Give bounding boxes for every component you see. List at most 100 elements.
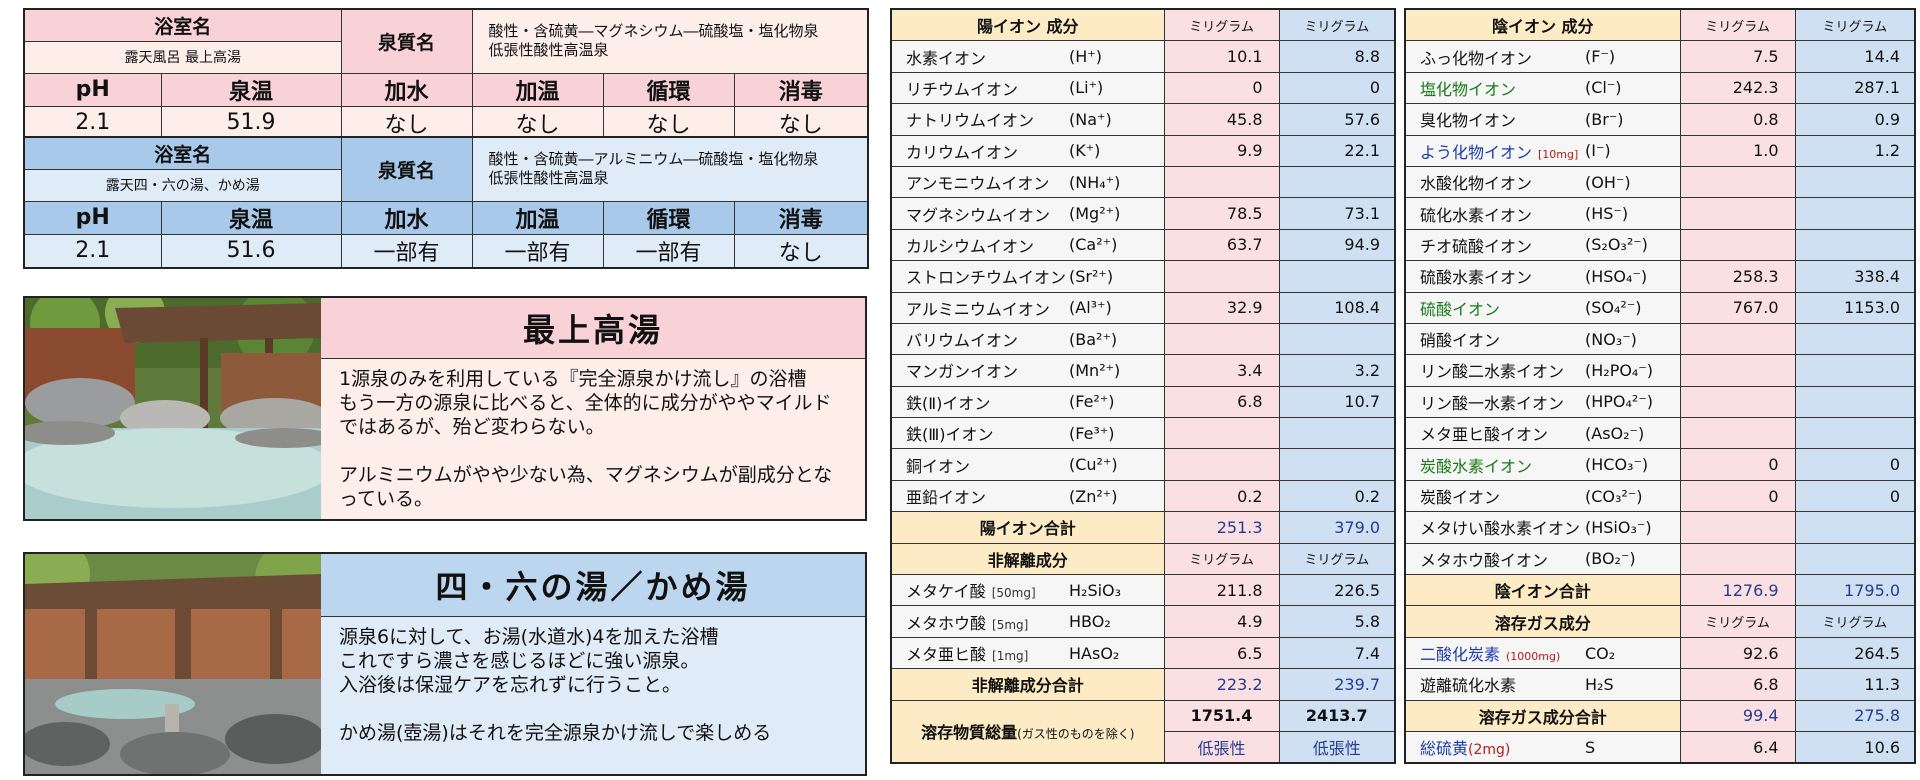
component-name: 亜鉛イオン xyxy=(890,479,1065,513)
value-bath2: 0 xyxy=(1794,479,1916,513)
component-name-text: チオ硫酸イオン xyxy=(1420,236,1533,256)
value-bath1: 767.0 xyxy=(1679,291,1796,324)
value-bath2 xyxy=(1278,417,1396,450)
component-name-text: 炭酸イオン xyxy=(1420,488,1501,508)
value-bath2: 3.2 xyxy=(1278,354,1396,387)
cation-section-header: 陽イオン 成分 ミリグラム ミリグラム xyxy=(890,8,1396,42)
header-ph: pH xyxy=(23,72,162,107)
total-bath1: 99.4 xyxy=(1679,699,1796,732)
value-bath1: 3.4 xyxy=(1163,354,1280,387)
component-formula: (I⁻) xyxy=(1581,134,1681,167)
component-formula: (Br⁻) xyxy=(1581,103,1681,136)
bath2-info-table: 浴室名 泉質名 酸性・含硫黄―アルミニウム―硫酸塩・塩化物泉 低張性酸性高温泉 … xyxy=(23,136,870,269)
cation-row: バリウムイオン (Ba²⁺) xyxy=(890,322,1396,356)
header-circulation: 循環 xyxy=(602,200,735,235)
cation-row: ストロンチウムイオン (Sr²⁺) xyxy=(890,260,1396,293)
total-bath1: 251.3 xyxy=(1163,511,1280,544)
value-bath1: 78.5 xyxy=(1163,197,1280,230)
value-bath2: 8.8 xyxy=(1278,40,1396,73)
anion-row: リン酸二水素イオン (H₂PO₄⁻) xyxy=(1404,354,1916,387)
value-bath1: 10.1 xyxy=(1163,40,1280,73)
anion-row: 硫酸イオン (SO₄²⁻) 767.0 1153.0 xyxy=(1404,291,1916,324)
anion-section-title: 陰イオン 成分 xyxy=(1404,8,1681,42)
total-sulfur-name: 総硫黄(2mg) xyxy=(1404,730,1581,764)
bath2-title: 四・六の湯／かめ湯 xyxy=(321,554,865,617)
total-sulfur-row: 総硫黄(2mg) S 6.4 10.6 xyxy=(1404,730,1916,764)
tonicity-row: 低張性 低張性 xyxy=(891,730,1396,764)
value-bath1: 45.8 xyxy=(1163,103,1280,136)
unit-label: ミリグラム xyxy=(1794,8,1916,42)
component-formula: (H⁺) xyxy=(1065,40,1165,73)
anion-row: メタ亜ヒ酸イオン (AsO₂⁻) xyxy=(1404,417,1916,450)
component-name: マンガンイオン xyxy=(890,354,1065,387)
cation-row: 亜鉛イオン (Zn²⁺) 0.2 0.2 xyxy=(890,479,1396,513)
component-name: リン酸一水素イオン xyxy=(1404,385,1581,419)
total-bath2: 1795.0 xyxy=(1794,574,1916,607)
value-bath1 xyxy=(1679,165,1796,199)
component-name-text: 水素イオン xyxy=(906,48,987,68)
value-bath1 xyxy=(1679,385,1796,419)
component-name: 硫酸水素イオン xyxy=(1404,260,1581,293)
component-name: 炭酸イオン xyxy=(1404,479,1581,513)
anion-row: 塩化物イオン (Cl⁻) 242.3 287.1 xyxy=(1404,71,1916,105)
component-name-text: メタホウ酸 xyxy=(906,613,987,633)
value-bath1: 0 xyxy=(1163,71,1280,105)
spring-name: 酸性・含硫黄―アルミニウム―硫酸塩・塩化物泉 低張性酸性高温泉 xyxy=(471,136,869,202)
anion-row: 硫酸水素イオン (HSO₄⁻) 258.3 338.4 xyxy=(1404,260,1916,293)
unit-label: ミリグラム xyxy=(1278,542,1396,576)
component-name: チオ硫酸イオン xyxy=(1404,228,1581,262)
value-circulation: 一部有 xyxy=(602,233,735,268)
value-bath2: 11.3 xyxy=(1794,668,1916,701)
component-name-text: 鉄(Ⅲ)イオン xyxy=(906,425,994,445)
component-name: ふっ化物イオン xyxy=(1404,40,1581,73)
value-bath2: 94.9 xyxy=(1278,228,1396,262)
header-disinfection: 消毒 xyxy=(733,72,869,107)
value-bath1: 63.7 xyxy=(1163,228,1280,262)
component-name-text: 塩化物イオン xyxy=(1420,79,1517,99)
bath1-info-table: 浴室名 泉質名 酸性・含硫黄―マグネシウム―硫酸塩・塩化物泉 低張性酸性高温泉 … xyxy=(23,8,870,141)
value-bath2: 108.4 xyxy=(1278,291,1396,324)
cation-section-title: 陽イオン 成分 xyxy=(890,8,1165,42)
cation-total-label: 陽イオン合計 xyxy=(890,511,1165,544)
value-bath1: 6.4 xyxy=(1679,730,1796,764)
component-name: カリウムイオン xyxy=(890,134,1065,167)
value-bath2 xyxy=(1794,197,1916,230)
value-bath2 xyxy=(1794,542,1916,576)
value-bath2: 10.6 xyxy=(1794,730,1916,764)
component-formula: (Mg²⁺) xyxy=(1065,197,1165,230)
total-sulfur-note: (2mg) xyxy=(1468,742,1511,759)
value-bath1: 211.8 xyxy=(1163,574,1280,607)
component-formula: (OH⁻) xyxy=(1581,165,1681,199)
component-name: 水素イオン xyxy=(890,40,1065,73)
anion-row: 硝酸イオン (NO₃⁻) xyxy=(1404,322,1916,356)
component-name-text: 鉄(Ⅱ)イオン xyxy=(906,393,991,413)
component-name-text: カリウムイオン xyxy=(906,142,1019,162)
dissolved-label: 溶存物質総量(ガス性のものを除く) xyxy=(890,699,1165,764)
component-note: [5mg] xyxy=(992,617,1029,632)
anion-row: チオ硫酸イオン (S₂O₃²⁻) xyxy=(1404,228,1916,262)
anion-row: メタけい酸水素イオン (HSiO₃⁻) xyxy=(1404,511,1916,544)
value-bath1: 1.0 xyxy=(1679,134,1796,167)
cation-row: アンモニウムイオン (NH₄⁺) xyxy=(890,165,1396,199)
cation-row: マグネシウムイオン (Mg²⁺) 78.5 73.1 xyxy=(890,197,1396,230)
value-bath1: 0.2 xyxy=(1163,479,1280,513)
component-name-text: 硫酸イオン xyxy=(1420,299,1501,319)
unit-label: ミリグラム xyxy=(1679,8,1796,42)
cation-table: 陽イオン 成分 ミリグラム ミリグラム 水素イオン (H⁺) 10.1 8.8 リチウムイオン… xyxy=(890,8,1397,765)
room-name: 露天風呂 最上高湯 xyxy=(23,40,342,74)
header-temp: 泉温 xyxy=(160,200,342,235)
value-bath1 xyxy=(1679,354,1796,387)
component-name-text: 臭化物イオン xyxy=(1420,111,1517,131)
component-name-text: リン酸一水素イオン xyxy=(1420,393,1565,413)
component-note: [10mg] xyxy=(1538,147,1579,161)
total-bath2: 275.8 xyxy=(1794,699,1916,732)
component-name-text: リチウムイオン xyxy=(906,79,1019,99)
unit-label: ミリグラム xyxy=(1278,8,1396,42)
value-bath1: 32.9 xyxy=(1163,291,1280,324)
component-name: カルシウムイオン xyxy=(890,228,1065,262)
room-label: 浴室名 xyxy=(23,8,342,42)
component-name-text: アルミニウムイオン xyxy=(906,299,1050,319)
cation-row: 鉄(Ⅲ)イオン (Fe³⁺) xyxy=(890,417,1396,450)
dissolved-label-text: 溶存物質総量 xyxy=(921,723,1018,743)
value-bath1: 258.3 xyxy=(1679,260,1796,293)
